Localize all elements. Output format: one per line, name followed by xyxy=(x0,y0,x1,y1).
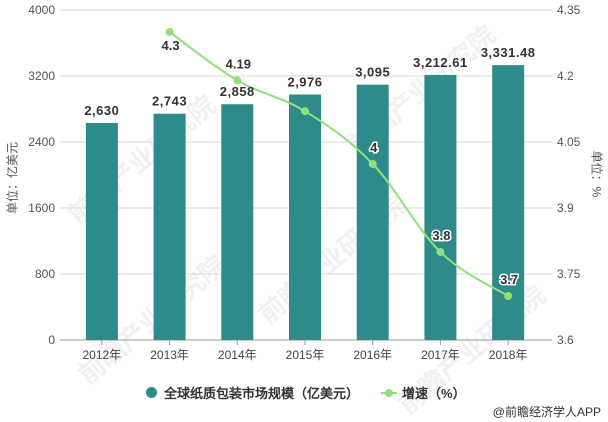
bar-value-label: 2,743 xyxy=(152,94,187,109)
x-tick-label: 2018年 xyxy=(489,348,528,362)
bar-series xyxy=(85,65,525,341)
bar[interactable] xyxy=(289,94,321,340)
bar[interactable] xyxy=(221,104,254,340)
bar[interactable] xyxy=(85,123,118,341)
y2-tick-label: 3.75 xyxy=(557,267,581,281)
x-tick-label: 2016年 xyxy=(353,348,392,362)
line-value-label: 4.19 xyxy=(226,56,251,71)
line-marker-icon xyxy=(381,387,398,398)
legend-item-growth-rate[interactable]: 增速（%） xyxy=(381,383,466,402)
line-value-label: 4 xyxy=(370,140,378,155)
growth-line xyxy=(168,31,509,297)
bar[interactable] xyxy=(424,74,457,340)
x-tick-label: 2014年 xyxy=(218,348,257,362)
y-tick-label: 3200 xyxy=(28,69,55,83)
y-tick-label: 1600 xyxy=(28,201,55,215)
line-value-label: 3.8 xyxy=(432,228,450,243)
y-tick-label: 0 xyxy=(48,333,55,347)
bar-value-label: 3,212.61 xyxy=(413,55,468,70)
x-tick-label: 2013年 xyxy=(150,348,189,362)
x-axis: 2012年 2013年 2014年 2015年 2016年 2017年 2018年 xyxy=(60,339,552,362)
data-labels: 2,630 2,743 2,858 2,976 3,095 3,212.61 3,331.4… xyxy=(84,37,536,289)
y2-tick-label: 3.6 xyxy=(557,333,574,347)
circle-marker-icon xyxy=(146,386,157,398)
y-axis-right-title: 单位：% xyxy=(589,150,604,198)
legend-label: 全球纸质包装市场规模（亿美元） xyxy=(164,385,360,401)
y-tick-label: 2400 xyxy=(28,135,55,149)
line-point[interactable] xyxy=(233,76,242,85)
y2-tick-label: 3.9 xyxy=(557,201,574,215)
bar-value-label: 3,095 xyxy=(355,65,390,80)
line-point[interactable] xyxy=(165,28,174,36)
y-axis-left: 0 800 1600 2400 3200 4000 xyxy=(28,3,55,347)
line-point[interactable] xyxy=(301,107,309,116)
y-tick-label: 800 xyxy=(35,267,55,281)
y-tick-label: 4000 xyxy=(28,3,55,17)
bar-value-label: 3,331.48 xyxy=(481,45,536,60)
y-axis-left-title: 单位：亿美元 xyxy=(5,141,20,215)
line-point[interactable] xyxy=(504,292,513,300)
y2-tick-label: 4.05 xyxy=(557,135,581,149)
legend: 全球纸质包装市场规模（亿美元） 增速（%） xyxy=(146,383,488,401)
bar[interactable] xyxy=(153,113,186,340)
line-point[interactable] xyxy=(368,160,377,168)
line-value-label: 3.7 xyxy=(500,272,518,287)
y2-tick-label: 4.35 xyxy=(557,3,581,17)
line-series xyxy=(165,28,513,300)
y2-tick-label: 4.2 xyxy=(557,69,574,83)
x-tick-label: 2012年 xyxy=(83,348,122,362)
line-point[interactable] xyxy=(436,248,445,256)
bar-value-label: 2,858 xyxy=(220,84,255,99)
line-value-label: 4.3 xyxy=(162,38,180,53)
y-axis-right: 3.6 3.75 3.9 4.05 4.2 4.35 xyxy=(557,3,581,347)
x-tick-label: 2017年 xyxy=(421,348,460,362)
x-tick-label: 2015年 xyxy=(286,348,325,362)
bar-value-label: 2,630 xyxy=(84,103,119,118)
bar[interactable] xyxy=(356,84,389,340)
bar-value-label: 2,976 xyxy=(287,74,322,89)
source-credit: @前瞻经济学人APP xyxy=(492,405,601,419)
legend-item-market-size[interactable]: 全球纸质包装市场规模（亿美元） xyxy=(146,383,359,402)
legend-label: 增速（%） xyxy=(402,385,466,401)
